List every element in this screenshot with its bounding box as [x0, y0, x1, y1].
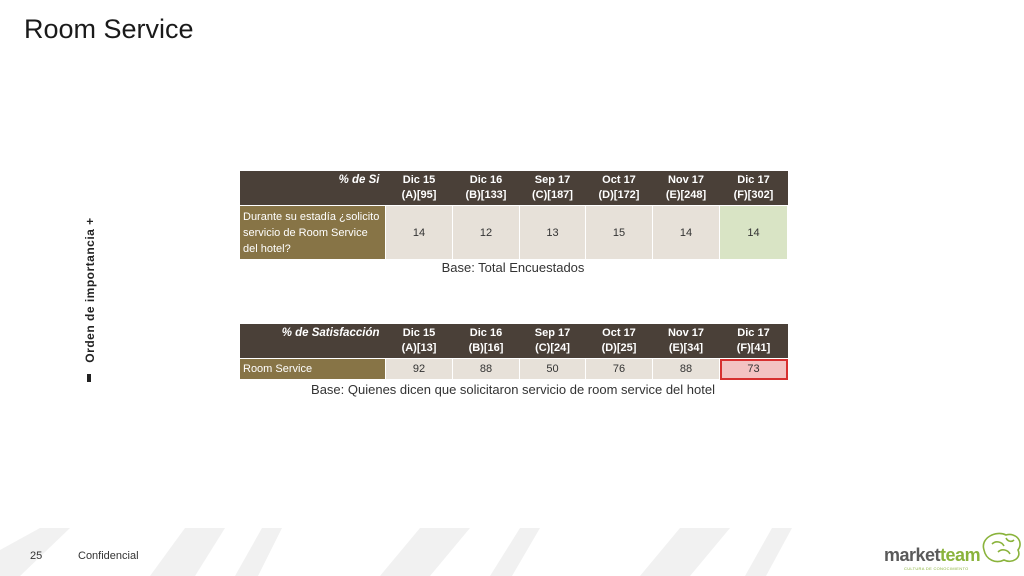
column-header: Dic 15 (A)[13] — [386, 324, 453, 359]
column-header: Oct 17 (D)[25] — [586, 324, 653, 359]
value-cell: 15 — [586, 206, 653, 260]
column-header: Dic 17 (F)[302] — [720, 171, 788, 206]
table-row: Durante su estadía ¿solicito servicio de… — [240, 206, 788, 260]
column-header: Dic 17 (F)[41] — [720, 324, 788, 359]
value-cell: 88 — [653, 359, 720, 380]
base-note-1: Base: Total Encuestados — [239, 260, 787, 275]
row-label: Room Service — [240, 359, 386, 380]
base-note-2: Base: Quienes dicen que solicitaron serv… — [239, 382, 787, 397]
metric-header: % de Si — [240, 171, 386, 206]
column-header: Dic 15 (A)[95] — [386, 171, 453, 206]
footer-watermark — [0, 528, 1024, 576]
table-satisfaction: % de Satisfacción Dic 15 (A)[13] Dic 16 (B… — [239, 324, 788, 380]
metric-header: % de Satisfacción — [240, 324, 386, 359]
value-cell: 92 — [386, 359, 453, 380]
page-number: 25 — [30, 550, 42, 562]
value-cell: 88 — [453, 359, 520, 380]
column-header: Oct 17 (D)[172] — [586, 171, 653, 206]
column-header: Nov 17 (E)[34] — [653, 324, 720, 359]
table-usage: % de Si Dic 15 (A)[95] Dic 16 (B)[133] Sep… — [239, 171, 788, 260]
brand-logo: marketteam — [884, 545, 980, 566]
column-header: Sep 17 (C)[187] — [520, 171, 586, 206]
column-header: Dic 16 (B)[16] — [453, 324, 520, 359]
value-cell-highlighted: 73 — [720, 359, 788, 380]
row-label: Durante su estadía ¿solicito servicio de… — [240, 206, 386, 260]
confidential-label: Confidencial — [78, 550, 139, 562]
value-cell: 14 — [386, 206, 453, 260]
table-header-row: % de Satisfacción Dic 15 (A)[13] Dic 16 (B… — [240, 324, 788, 359]
value-cell: 14 — [653, 206, 720, 260]
table-row: Room Service 92 88 50 76 88 73 — [240, 359, 788, 380]
value-cell: 12 — [453, 206, 520, 260]
column-header: Dic 16 (B)[133] — [453, 171, 520, 206]
value-cell: 50 — [520, 359, 586, 380]
importance-axis: Orden de importancia + — [60, 190, 120, 390]
importance-minus-mark — [87, 374, 91, 382]
importance-axis-label: Orden de importancia + — [83, 217, 97, 362]
page-title: Room Service — [24, 14, 194, 45]
table-header-row: % de Si Dic 15 (A)[95] Dic 16 (B)[133] Sep… — [240, 171, 788, 206]
brand-tagline: CULTURA DE CONOCIMIENTO — [904, 566, 969, 571]
value-cell-highlighted: 14 — [720, 206, 788, 260]
column-header: Nov 17 (E)[248] — [653, 171, 720, 206]
column-header: Sep 17 (C)[24] — [520, 324, 586, 359]
value-cell: 76 — [586, 359, 653, 380]
value-cell: 13 — [520, 206, 586, 260]
